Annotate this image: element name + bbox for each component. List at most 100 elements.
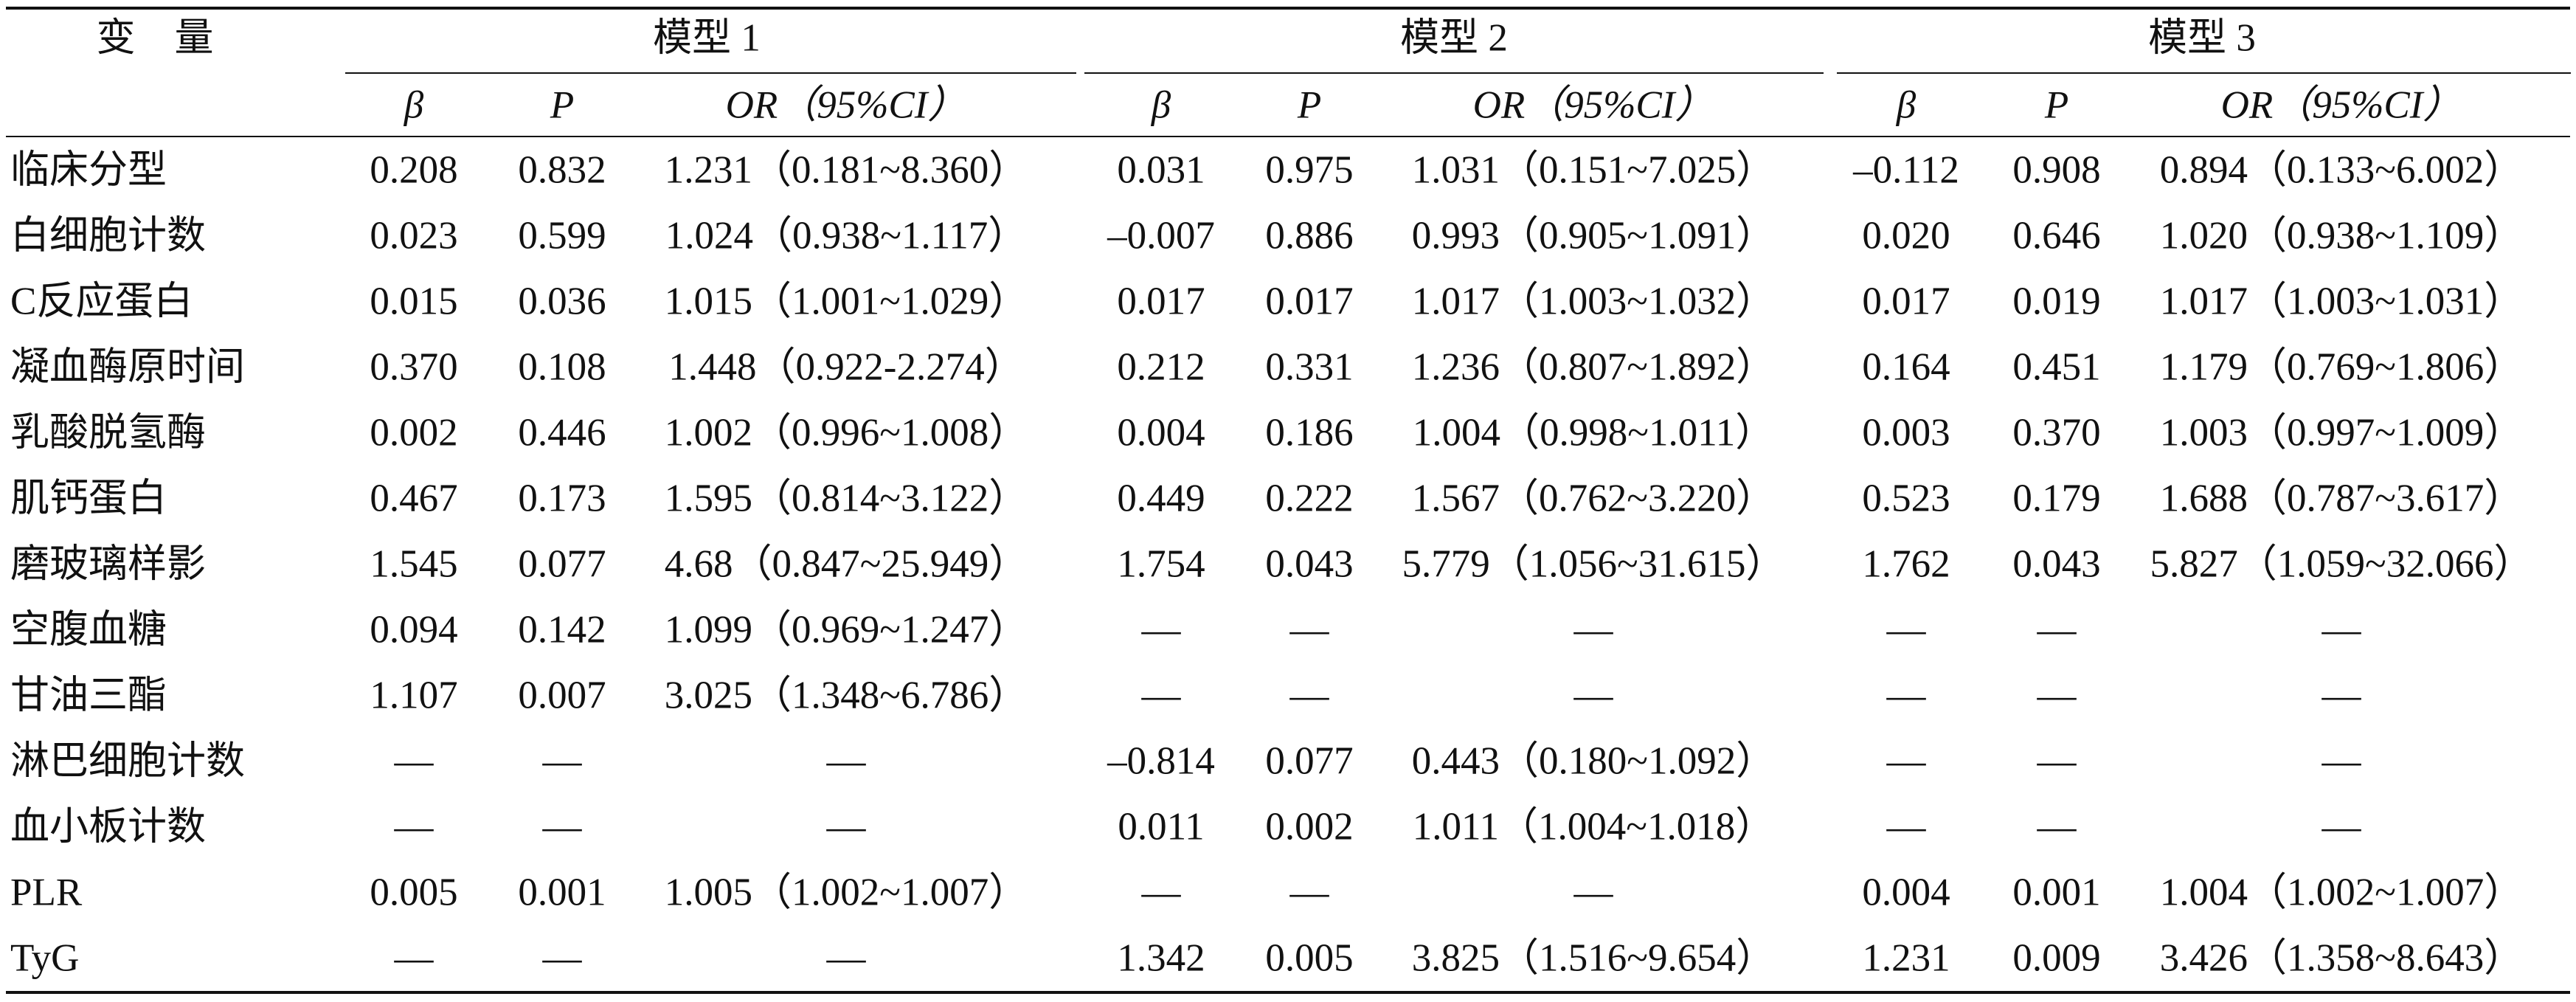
- cell: 0.832: [518, 148, 606, 192]
- cell: 0.077: [1265, 739, 1354, 783]
- column-header: β: [1151, 83, 1171, 127]
- cell: 0.003: [1862, 411, 1950, 455]
- cell: 0.094: [370, 608, 458, 652]
- row-label: 凝血酶原时间: [10, 345, 245, 389]
- cell: —: [1289, 674, 1329, 717]
- cell: —: [394, 739, 434, 783]
- cell: 0.023: [370, 214, 458, 258]
- cell: —: [1886, 739, 1926, 783]
- group-header: 模型 1: [653, 16, 761, 60]
- group-header: 模型 2: [1400, 16, 1508, 60]
- cell: 0.001: [518, 871, 606, 914]
- group-rule: [1084, 72, 1824, 74]
- cell: 0.451: [2012, 345, 2101, 389]
- cell: 1.099（0.969~1.247）: [664, 608, 1028, 652]
- cell: 0.212: [1117, 345, 1205, 389]
- column-header: OR（95%CI）: [725, 83, 967, 127]
- column-header: β: [404, 83, 424, 127]
- cell: 0.020: [1862, 214, 1950, 258]
- cell: 1.231: [1862, 936, 1950, 980]
- cell: —: [1289, 871, 1329, 914]
- cell: 0.993（0.905~1.091）: [1411, 214, 1776, 258]
- cell: 0.043: [2012, 542, 2101, 586]
- cell: –0.814: [1107, 739, 1215, 783]
- cell: 1.017（1.003~1.032）: [1411, 280, 1776, 323]
- cell: 0.179: [2012, 477, 2101, 520]
- cell: 0.007: [518, 674, 606, 717]
- cell: 0.975: [1265, 148, 1354, 192]
- cell: 0.467: [370, 477, 458, 520]
- cell: 0.005: [1265, 936, 1354, 980]
- cell: 4.68（0.847~25.949）: [664, 542, 1028, 586]
- cell: 1.005（1.002~1.007）: [664, 871, 1028, 914]
- column-header: P: [2044, 83, 2069, 127]
- column-header: OR（95%CI）: [2220, 83, 2462, 127]
- cell: —: [542, 805, 582, 849]
- cell: 1.004（0.998~1.011）: [1412, 411, 1775, 455]
- row-label: 血小板计数: [10, 805, 206, 849]
- column-header: P: [550, 83, 575, 127]
- cell: 0.002: [370, 411, 458, 455]
- cell: —: [542, 739, 582, 783]
- cell: —: [2037, 608, 2077, 652]
- cell: 5.827（1.059~32.066）: [2150, 542, 2533, 586]
- cell: –0.007: [1107, 214, 1215, 258]
- cell: —: [1886, 674, 1926, 717]
- cell: 0.446: [518, 411, 606, 455]
- cell: 0.142: [518, 608, 606, 652]
- cell: 0.019: [2012, 280, 2101, 323]
- cell: —: [1573, 608, 1613, 652]
- bottom-rule: [6, 991, 2570, 994]
- cell: –0.112: [1853, 148, 1959, 192]
- cell: 1.448（0.922-2.274）: [668, 345, 1024, 389]
- cell: —: [2321, 674, 2361, 717]
- cell: —: [1886, 608, 1926, 652]
- cell: 0.002: [1265, 805, 1354, 849]
- row-label: 乳酸脱氢酶: [10, 411, 206, 455]
- cell: 0.001: [2012, 871, 2101, 914]
- group-rule: [345, 72, 1076, 74]
- column-header: β: [1896, 83, 1917, 127]
- cell: —: [826, 936, 866, 980]
- cell: —: [1141, 674, 1181, 717]
- cell: 0.331: [1265, 345, 1354, 389]
- cell: —: [394, 805, 434, 849]
- cell: 0.164: [1862, 345, 1950, 389]
- cell: 0.017: [1862, 280, 1950, 323]
- cell: 1.762: [1862, 542, 1950, 586]
- cell: 1.545: [370, 542, 458, 586]
- cell: 0.043: [1265, 542, 1354, 586]
- cell: 1.567（0.762~3.220）: [1411, 477, 1776, 520]
- cell: —: [1141, 871, 1181, 914]
- cell: 1.002（0.996~1.008）: [664, 411, 1028, 455]
- row-label: 临床分型: [10, 148, 167, 192]
- cell: 0.011: [1118, 805, 1205, 849]
- group-header: 模型 3: [2148, 16, 2256, 60]
- row-label: 空腹血糖: [10, 608, 167, 652]
- cell: 0.370: [370, 345, 458, 389]
- cell: —: [1573, 871, 1613, 914]
- cell: 0.208: [370, 148, 458, 192]
- cell: 1.595（0.814~3.122）: [664, 477, 1028, 520]
- cell: 1.015（1.001~1.029）: [664, 280, 1028, 323]
- column-header: P: [1297, 83, 1322, 127]
- cell: —: [2037, 739, 2077, 783]
- cell: 0.004: [1117, 411, 1205, 455]
- cell: 1.236（0.807~1.892）: [1411, 345, 1776, 389]
- row-label: 磨玻璃样影: [10, 542, 206, 586]
- cell: 0.646: [2012, 214, 2101, 258]
- row-label: 淋巴细胞计数: [10, 739, 245, 783]
- cell: 1.011（1.004~1.018）: [1412, 805, 1775, 849]
- cell: —: [1289, 608, 1329, 652]
- cell: 1.004（1.002~1.007）: [2159, 871, 2524, 914]
- cell: 5.779（1.056~31.615）: [1402, 542, 1785, 586]
- cell: 0.908: [2012, 148, 2101, 192]
- cell: —: [1573, 674, 1613, 717]
- cell: 0.886: [1265, 214, 1354, 258]
- cell: 0.370: [2012, 411, 2101, 455]
- cell: 0.443（0.180~1.092）: [1411, 739, 1776, 783]
- cell: 1.031（0.151~7.025）: [1411, 148, 1776, 192]
- cell: 0.017: [1265, 280, 1354, 323]
- group-rule: [1837, 72, 2571, 74]
